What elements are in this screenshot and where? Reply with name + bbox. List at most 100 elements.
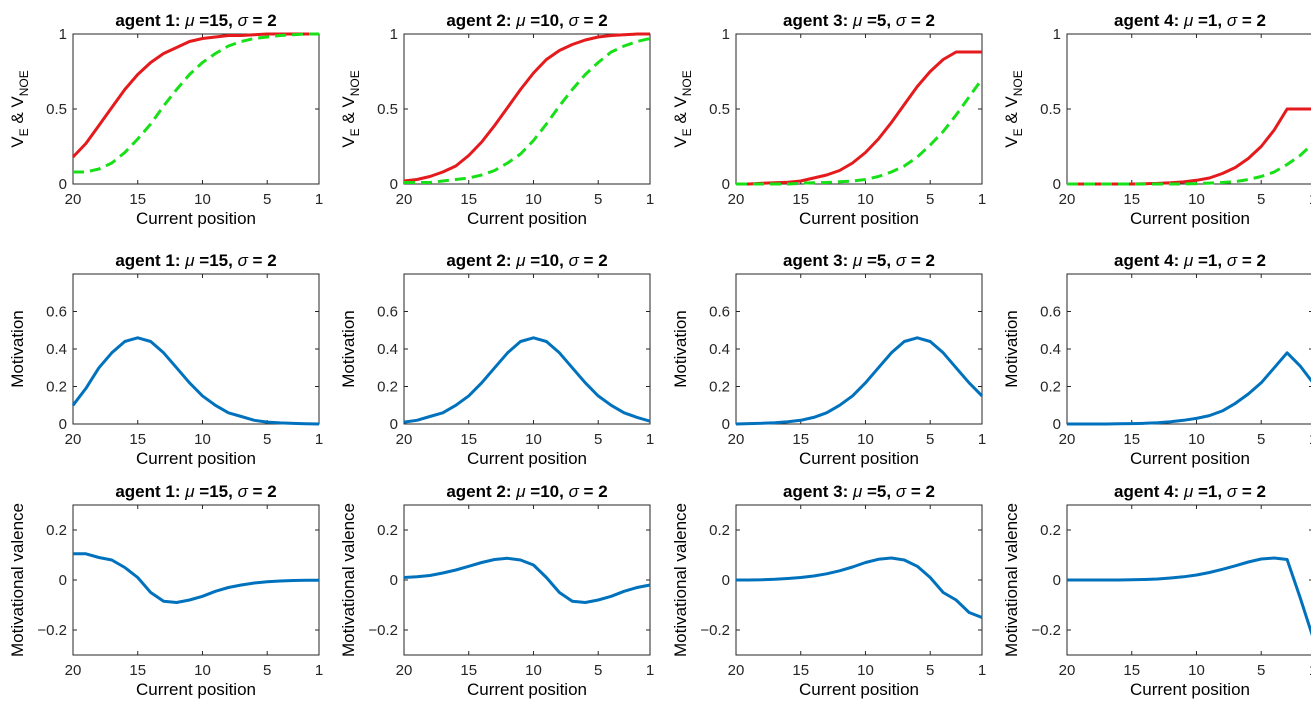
x-tick-label: 1 [978, 431, 986, 448]
y-tick-label: 0.2 [46, 522, 67, 539]
axes-box [735, 33, 983, 185]
y-tick-label: 0 [59, 176, 67, 193]
y-tick-label: 0.5 [46, 101, 67, 118]
x-tick-label: 15 [129, 431, 146, 448]
y-tick-label: 0 [1053, 176, 1061, 193]
series-line-1 [403, 556, 651, 604]
x-axis-label: Current position [799, 449, 919, 468]
x-tick-label: 15 [129, 191, 146, 208]
y-tick-label: 0.5 [709, 101, 730, 118]
x-tick-label: 5 [263, 431, 271, 448]
y-tick-label: 0 [722, 176, 730, 193]
y-axis-label: VE & VNOE [1002, 70, 1025, 148]
x-tick-label: 10 [1188, 662, 1205, 679]
axes-box [403, 273, 651, 425]
y-tick-label: 0.6 [709, 304, 730, 321]
y-tick-label: 0 [59, 572, 67, 589]
y-tick-label: 1 [1053, 26, 1061, 43]
y-tick-label: 0.4 [377, 341, 398, 358]
x-tick-label: 10 [525, 431, 542, 448]
x-tick-label: 10 [857, 431, 874, 448]
x-tick-label: 10 [525, 662, 542, 679]
x-tick-label: 10 [194, 431, 211, 448]
subplot-title: agent 3: μ =5, σ = 2 [783, 251, 935, 270]
y-axis-label: Motivational valence [339, 503, 358, 657]
x-tick-label: 1 [315, 662, 323, 679]
y-tick-label: 0 [390, 416, 398, 433]
y-tick-label: 0 [1053, 416, 1061, 433]
x-tick-label: 1 [1309, 662, 1311, 679]
x-axis-label: Current position [136, 449, 256, 468]
x-tick-label: 1 [646, 191, 654, 208]
x-tick-label: 15 [460, 431, 477, 448]
x-tick-label: 10 [857, 662, 874, 679]
y-tick-label: 0.2 [1040, 379, 1061, 396]
x-axis-label: Current position [467, 449, 587, 468]
x-tick-label: 15 [129, 662, 146, 679]
x-tick-label: 10 [857, 191, 874, 208]
y-tick-label: 0.2 [377, 522, 398, 539]
x-tick-label: 1 [646, 662, 654, 679]
subplot-title: agent 1: μ =15, σ = 2 [115, 482, 276, 501]
x-tick-label: 1 [978, 191, 986, 208]
subplot-12: 20 15 10 5 1 −0.2 0 0.2 agent 4: μ =1, σ = 2 Curr… [1002, 482, 1311, 699]
axes-box [1066, 273, 1311, 425]
x-tick-label: 1 [646, 431, 654, 448]
x-tick-label: 10 [1188, 431, 1205, 448]
x-tick-label: 5 [926, 662, 934, 679]
x-tick-label: 10 [194, 191, 211, 208]
x-tick-label: 20 [728, 662, 745, 679]
subplot-11: 20 15 10 5 1 −0.2 0 0.2 agent 3: μ =5, σ = 2 Curr… [671, 482, 986, 699]
y-tick-label: 0.5 [1040, 101, 1061, 118]
axes-box [403, 33, 651, 185]
y-tick-label: 0.2 [709, 379, 730, 396]
x-tick-label: 20 [728, 431, 745, 448]
y-tick-label: 0 [59, 416, 67, 433]
series-line-1 [736, 50, 982, 186]
y-axis-label: Motivation [339, 310, 358, 387]
series-line-1 [1067, 351, 1311, 426]
subplot-title: agent 4: μ =1, σ = 2 [1114, 251, 1266, 270]
y-tick-label: 0.4 [1040, 341, 1061, 358]
subplot-title: agent 3: μ =5, σ = 2 [783, 482, 935, 501]
y-tick-label: 0 [722, 416, 730, 433]
x-tick-label: 1 [1309, 431, 1311, 448]
x-tick-label: 5 [594, 431, 602, 448]
y-axis-label: VE & VNOE [8, 70, 31, 148]
x-tick-label: 1 [315, 431, 323, 448]
subplot-title: agent 3: μ =5, σ = 2 [783, 11, 935, 30]
series-line-1 [403, 32, 650, 183]
y-axis-label: VE & VNOE [671, 70, 694, 148]
y-tick-label: 0.2 [1040, 522, 1061, 539]
x-tick-label: 15 [460, 662, 477, 679]
subplot-title: agent 1: μ =15, σ = 2 [115, 11, 276, 30]
x-tick-label: 15 [1123, 191, 1140, 208]
x-tick-label: 5 [926, 431, 934, 448]
x-tick-label: 15 [792, 431, 809, 448]
x-tick-label: 15 [460, 191, 477, 208]
series-line-1 [73, 552, 319, 604]
y-tick-label: 0.2 [377, 379, 398, 396]
y-tick-label: −0.2 [368, 622, 398, 639]
subplot-title: agent 1: μ =15, σ = 2 [115, 251, 276, 270]
subplot-title: agent 2: μ =10, σ = 2 [446, 11, 607, 30]
x-tick-label: 15 [1123, 431, 1140, 448]
x-tick-label: 5 [1257, 431, 1265, 448]
y-tick-label: 0 [390, 572, 398, 589]
subplot-title: agent 4: μ =1, σ = 2 [1114, 11, 1266, 30]
series-line-1 [736, 556, 983, 619]
subplot-title: agent 2: μ =10, σ = 2 [446, 251, 607, 270]
x-tick-label: 5 [594, 191, 602, 208]
y-tick-label: 0.2 [709, 522, 730, 539]
x-tick-label: 20 [396, 431, 413, 448]
x-axis-label: Current position [1130, 680, 1250, 699]
x-tick-label: 20 [1059, 191, 1076, 208]
y-tick-label: 1 [722, 26, 730, 43]
x-tick-label: 15 [792, 191, 809, 208]
x-tick-label: 15 [1123, 662, 1140, 679]
x-tick-label: 20 [1059, 662, 1076, 679]
